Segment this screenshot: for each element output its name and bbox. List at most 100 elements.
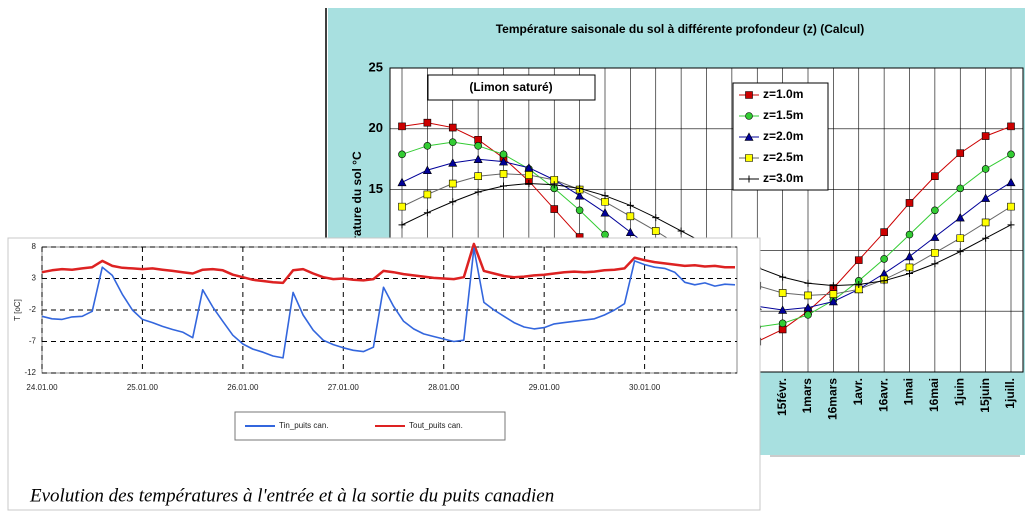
data-point xyxy=(1007,221,1015,229)
y-tick-label: 20 xyxy=(369,120,383,135)
data-point xyxy=(956,184,965,193)
data-point xyxy=(423,118,432,127)
data-point xyxy=(423,190,432,199)
data-point xyxy=(778,289,787,297)
y-axis-label: T [oC] xyxy=(13,299,22,321)
data-point xyxy=(1007,150,1015,159)
data-point xyxy=(829,282,837,290)
data-point xyxy=(956,248,964,256)
data-point xyxy=(677,227,685,235)
chart-title: Température saisonale du sol à différent… xyxy=(496,22,865,36)
data-point xyxy=(397,177,407,187)
y-tick-label: -2 xyxy=(29,305,37,314)
data-point xyxy=(855,280,863,288)
caption: Evolution des températures à l'entrée et… xyxy=(29,485,554,506)
data-point xyxy=(804,311,812,319)
legend-label: Tin_puits can. xyxy=(279,421,329,430)
data-point xyxy=(829,290,838,298)
data-point xyxy=(930,232,940,241)
data-point xyxy=(550,184,559,193)
x-tick-label: 24.01.00 xyxy=(26,383,58,392)
data-point xyxy=(500,182,507,190)
data-point xyxy=(600,208,610,217)
data-point xyxy=(779,273,787,281)
data-point xyxy=(625,227,635,236)
y-tick-label: 15 xyxy=(369,181,383,196)
data-point xyxy=(575,206,584,215)
data-point xyxy=(576,184,584,192)
x-tick-label: 1mars xyxy=(800,378,814,414)
data-point xyxy=(854,285,863,294)
legend-marker xyxy=(745,154,753,162)
series-line xyxy=(41,247,736,359)
data-point xyxy=(550,181,558,189)
data-point xyxy=(906,270,913,278)
y-tick-label: 8 xyxy=(32,242,37,251)
x-tick-label: 28.01.00 xyxy=(428,383,460,392)
legend-label: z=2.0m xyxy=(763,129,803,143)
y-tick-label: 3 xyxy=(32,274,37,283)
y-tick-label: -12 xyxy=(24,368,36,377)
data-point xyxy=(804,279,812,287)
data-point xyxy=(626,212,635,221)
legend-label: z=2.5m xyxy=(763,150,803,164)
data-point xyxy=(398,202,406,211)
legend-marker xyxy=(745,112,753,120)
data-point xyxy=(931,172,939,181)
data-point xyxy=(931,260,939,268)
x-tick-label: 1mai xyxy=(902,378,916,405)
data-point xyxy=(828,296,838,306)
data-point xyxy=(981,132,990,140)
data-point xyxy=(448,123,457,132)
data-point xyxy=(981,165,990,173)
data-point xyxy=(804,291,812,300)
data-point xyxy=(601,192,609,200)
data-point xyxy=(905,230,914,239)
legend-label: Tout_puits can. xyxy=(409,421,463,430)
annotation: (Limon saturé) xyxy=(469,80,552,94)
data-point xyxy=(499,169,508,178)
x-tick-label: 16avr. xyxy=(876,378,890,412)
x-tick-label: 15févr. xyxy=(775,378,789,416)
data-point xyxy=(1007,122,1015,131)
data-point xyxy=(931,206,939,215)
legend-marker xyxy=(745,175,753,183)
data-point xyxy=(473,154,483,163)
data-point xyxy=(880,255,888,263)
data-point xyxy=(449,198,457,206)
x-tick-label: 1juin xyxy=(952,378,966,406)
data-point xyxy=(499,150,508,159)
data-point xyxy=(550,176,559,184)
data-point xyxy=(854,256,863,264)
data-point xyxy=(423,209,431,217)
legend-label: z=1.0m xyxy=(763,87,803,101)
data-point xyxy=(474,188,482,196)
x-tick-label: 29.01.00 xyxy=(529,383,561,392)
data-point xyxy=(651,227,660,235)
data-point xyxy=(525,171,533,179)
legend-label: z=3.0m xyxy=(763,171,803,185)
x-tick-label: 30.01.00 xyxy=(629,383,661,392)
well-chart: T [oC] 8 3 -2 -7 -12 24.01.00 25.01.00 26.01.00 2… xyxy=(7,237,761,511)
legend-box xyxy=(234,411,506,441)
data-point xyxy=(905,263,914,272)
series-line xyxy=(41,242,735,285)
legend-label: z=1.5m xyxy=(763,108,803,122)
data-point xyxy=(778,305,788,314)
data-point xyxy=(854,277,863,285)
data-point xyxy=(1007,202,1015,211)
annotation-box xyxy=(427,74,596,101)
y-tick-label: 25 xyxy=(369,59,383,74)
legend-marker xyxy=(745,91,753,99)
data-point xyxy=(652,214,660,222)
data-point xyxy=(931,249,939,257)
data-point xyxy=(955,212,965,222)
data-point xyxy=(398,150,406,159)
data-point xyxy=(880,277,888,285)
data-point xyxy=(982,234,990,242)
data-point xyxy=(448,179,457,188)
data-point xyxy=(601,197,609,206)
data-point xyxy=(474,172,482,181)
x-tick-label: 1juill. xyxy=(1003,378,1017,409)
